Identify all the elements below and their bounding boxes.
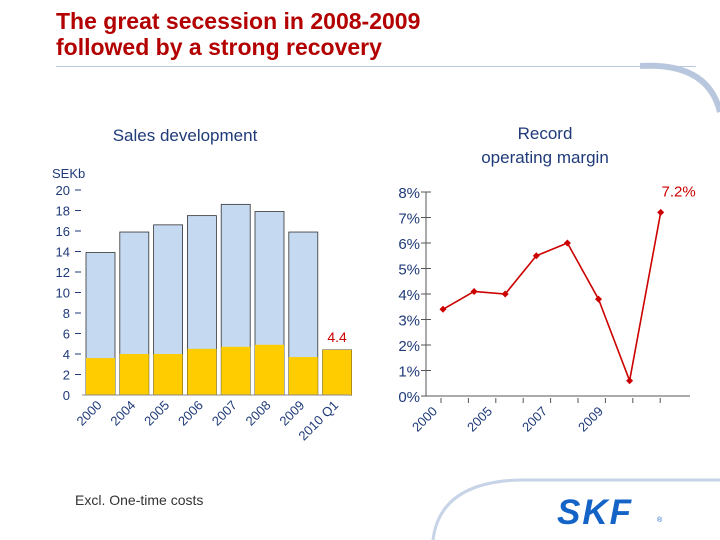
- bar-data-label: 4.4: [327, 329, 347, 345]
- margin-data-point: [626, 377, 634, 385]
- y-tick-label: 6: [63, 327, 70, 342]
- y-tick-label: 5%: [398, 262, 420, 279]
- sales-bar-lower-segment: [255, 344, 284, 395]
- y-tick-label: 12: [56, 265, 70, 280]
- x-tick-label: 2009: [575, 404, 606, 435]
- margin-data-point: [532, 252, 540, 260]
- margin-data-point: [595, 295, 602, 303]
- x-tick-label: 2005: [464, 404, 495, 435]
- y-tick-label: 18: [56, 204, 70, 219]
- y-tick-label: 7%: [398, 211, 420, 228]
- sales-chart-title: Sales development: [112, 126, 258, 145]
- sales-bar-lower-segment: [119, 354, 149, 395]
- sales-bar-lower-segment: [153, 354, 183, 395]
- y-tick-label: 8: [63, 306, 70, 321]
- sales-bar-lower-segment: [221, 346, 251, 395]
- sales-bar-lower-segment: [322, 349, 352, 395]
- footnote: Excl. One-time costs: [75, 492, 204, 508]
- title-line-2: followed by a strong recovery: [56, 34, 382, 60]
- y-tick-label: 3%: [398, 313, 420, 330]
- y-tick-label: 14: [56, 245, 70, 260]
- line-data-label: 7.2%: [661, 183, 695, 200]
- y-tick-label: 10: [56, 286, 70, 301]
- y-tick-label: 2: [63, 368, 70, 383]
- y-tick-label: 16: [56, 224, 70, 239]
- sales-bar-lower-segment: [86, 358, 115, 395]
- margin-data-point: [657, 208, 665, 216]
- sales-bar-lower-segment: [288, 357, 318, 395]
- skf-logo: SKF ®: [557, 493, 663, 532]
- margin-data-point: [470, 287, 478, 295]
- y-tick-label: 4: [63, 347, 70, 362]
- y-tick-label: 0%: [398, 389, 420, 406]
- title-divider: [56, 66, 696, 67]
- y-tick-label: 6%: [398, 236, 420, 253]
- margin-data-point: [501, 290, 509, 298]
- y-tick-label: 2%: [398, 338, 420, 355]
- margin-title-line-2: operating margin: [481, 148, 609, 167]
- margin-series-line: [442, 212, 662, 384]
- y-tick-label: 8%: [398, 185, 420, 202]
- margin-title-line-1: Record: [517, 124, 573, 143]
- slide-title: The great secession in 2008-2009 followe…: [56, 8, 420, 60]
- x-tick-label: 2000: [409, 404, 440, 435]
- sales-bar-lower-segment: [187, 348, 217, 395]
- logo-text: SKF: [557, 493, 633, 532]
- x-tick-label: 2007: [519, 404, 550, 435]
- y-tick-label: 0: [63, 388, 70, 403]
- margin-data-point: [563, 239, 571, 247]
- title-line-1: The great secession in 2008-2009: [56, 8, 421, 34]
- y-tick-label: 1%: [398, 364, 420, 381]
- margin-data-point: [439, 305, 447, 313]
- logo-registered-mark: ®: [657, 516, 663, 524]
- sales-unit-label: SEKb: [52, 166, 86, 181]
- y-tick-label: 4%: [398, 287, 420, 304]
- margin-chart-title: Record operating margin: [455, 122, 635, 170]
- y-tick-label: 20: [56, 183, 70, 198]
